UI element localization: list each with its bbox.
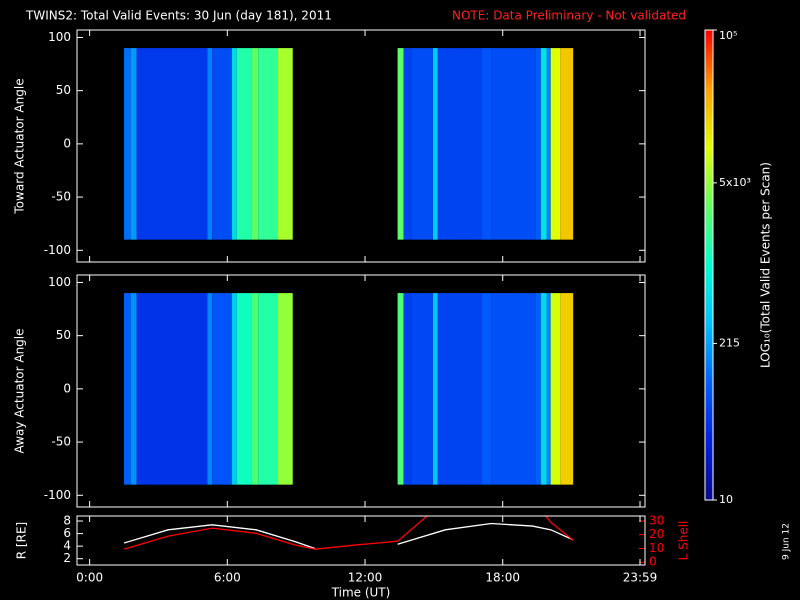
- y2-tick-label: 10: [649, 541, 664, 555]
- heatmap-cell: [437, 48, 482, 240]
- y-tick-label: 6: [63, 526, 71, 540]
- colorbar-tick-label: 5x10³: [719, 176, 751, 189]
- heatmap-cell: [397, 293, 404, 485]
- heatmap-cell: [432, 48, 438, 240]
- y-tick-label: 8: [63, 514, 71, 528]
- heatmap-cell: [535, 293, 541, 485]
- heatmap-cell: [397, 48, 404, 240]
- heatmap-cell: [231, 293, 237, 485]
- y-axis-label: R [RE]: [15, 522, 29, 559]
- heatmap-cell: [550, 293, 561, 485]
- heatmap-cell: [124, 48, 131, 240]
- heatmap-cell: [481, 293, 492, 485]
- colorbar-tick-label: 10: [719, 493, 733, 506]
- y-tick-label: 0: [63, 381, 71, 395]
- x-tick-label: 6:00: [214, 571, 241, 585]
- heatmap-cell: [403, 48, 412, 240]
- heatmap-cell: [124, 293, 131, 485]
- heatmap-cell: [212, 48, 232, 240]
- plot-frame: [76, 29, 646, 263]
- y2-axis-label: L Shell: [677, 521, 691, 561]
- heatmap-cell: [411, 48, 433, 240]
- y-tick-label: 50: [56, 83, 71, 97]
- heatmap-cell: [136, 48, 208, 240]
- y-tick-label: 100: [48, 275, 71, 289]
- y-axis-label: Away Actuator Angle: [13, 328, 27, 453]
- heatmap-cell: [278, 293, 293, 485]
- colorbar: [704, 29, 714, 501]
- heatmap-cell: [207, 48, 213, 240]
- x-axis-label: Time (UT): [331, 586, 391, 600]
- colorbar-tick-label: 215: [719, 336, 740, 349]
- y-tick-label: -50: [51, 190, 71, 204]
- heatmap-cell: [560, 48, 574, 240]
- heatmap-cell: [130, 48, 137, 240]
- x-tick-label: 18:00: [485, 571, 520, 585]
- y2-tick-label: 30: [649, 513, 664, 527]
- heatmap-cell: [546, 293, 551, 485]
- colorbar-tick-label: 10⁵: [719, 29, 737, 42]
- x-tick-label: 23:59: [623, 571, 658, 585]
- heatmap-cell: [560, 293, 574, 485]
- note: NOTE: Data Preliminary - Not validated: [452, 9, 686, 23]
- y-axis-label: Toward Actuator Angle: [13, 78, 27, 214]
- colorbar-label: LOG₁₀(Total Valid Events per Scan): [759, 162, 773, 368]
- heatmap-cell: [550, 48, 561, 240]
- plot-frame: [76, 274, 646, 508]
- heatmap-cell: [236, 293, 252, 485]
- y-tick-label: 100: [48, 30, 71, 44]
- line-series: [544, 516, 574, 541]
- heatmap-cell: [136, 293, 208, 485]
- heatmap-cell: [212, 293, 232, 485]
- heatmap-cell: [251, 48, 259, 240]
- y-tick-label: -100: [44, 243, 71, 257]
- heatmap-cell: [411, 293, 433, 485]
- heatmap-cell: [236, 48, 252, 240]
- x-tick-label: 0:00: [76, 571, 103, 585]
- line-series: [123, 524, 316, 550]
- heatmap-cell: [540, 48, 547, 240]
- heatmap-cell: [403, 293, 412, 485]
- heatmap-cell: [540, 293, 547, 485]
- heatmap-cell: [278, 48, 293, 240]
- heatmap-cell: [258, 293, 279, 485]
- y-tick-label: 0: [63, 136, 71, 150]
- x-tick-label: 12:00: [348, 571, 383, 585]
- heatmap-cell: [481, 48, 492, 240]
- y-tick-label: 50: [56, 328, 71, 342]
- date-stamp: 9 Jun 12: [782, 523, 792, 560]
- y-tick-label: -100: [44, 488, 71, 502]
- heatmap-cell: [258, 48, 279, 240]
- heatmap-cell: [535, 48, 541, 240]
- y-tick-label: -50: [51, 435, 71, 449]
- heatmap-cell: [251, 293, 259, 485]
- line-series: [123, 516, 429, 550]
- plot-frame: [76, 515, 646, 566]
- heatmap-cell: [491, 293, 536, 485]
- heatmap-cell: [130, 293, 137, 485]
- y2-tick-label: 0: [649, 555, 657, 569]
- line-series: [397, 522, 574, 545]
- heatmap-cell: [207, 293, 213, 485]
- heatmap-cell: [491, 48, 536, 240]
- y2-tick-label: 20: [649, 527, 664, 541]
- heatmap-cell: [231, 48, 237, 240]
- y-tick-label: 2: [63, 551, 71, 565]
- y-tick-label: 4: [63, 539, 71, 553]
- heatmap-cell: [546, 48, 551, 240]
- heatmap-cell: [437, 293, 482, 485]
- heatmap-cell: [432, 293, 438, 485]
- chart-title: TWINS2: Total Valid Events: 30 Jun (day …: [25, 9, 332, 23]
